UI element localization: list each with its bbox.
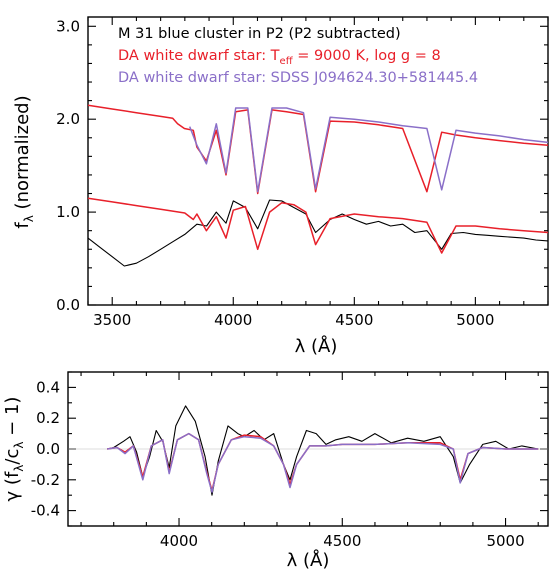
top-x-tick-label: 3500 (93, 311, 131, 329)
bottom-y-tick-label: -0.2 (31, 471, 60, 489)
bottom-x-tick-label: 4000 (160, 532, 198, 550)
top-plot-frame (87, 16, 549, 306)
bottom-y-tick-label: 0.4 (36, 378, 60, 396)
top-y-axis-label: fλ (normalized) (12, 95, 36, 228)
top-series-group (87, 104, 549, 267)
bottom-x-tick-label: 4500 (323, 532, 361, 550)
top-y-tick-label: 3.0 (56, 17, 80, 35)
legend-entry-cluster: M 31 blue cluster in P2 (P2 subtracted) (118, 26, 401, 42)
top-panel: 3500 4000 4500 5000 0.0 1.0 2.0 3.0 M 31 blue c… (12, 16, 549, 357)
top-x-tick-label: 5000 (456, 311, 494, 329)
legend-entry-sdss: DA white dwarf star: SDSS J094624.30+581… (118, 70, 478, 86)
legend-entry-model: DA white dwarf star: Teff = 9000 K, log … (118, 48, 441, 67)
top-y-tick-label: 2.0 (56, 110, 80, 128)
bottom-series-line-0 (107, 405, 539, 496)
top-series-line-0 (87, 199, 549, 267)
bottom-y-axis-label: γ (fλ/cλ − 1) (2, 397, 26, 502)
top-x-tick-label: 4500 (335, 311, 373, 329)
bottom-panel: 4000 4500 5000 0.4 0.2 0.0 -0.2 -0.4 λ (Å) γ (f… (2, 371, 549, 571)
top-series-line-3 (189, 107, 549, 193)
top-series-line-1 (87, 197, 549, 254)
top-legend: M 31 blue cluster in P2 (P2 subtracted) … (118, 26, 478, 86)
top-y-tick-label: 0.0 (56, 296, 80, 314)
bottom-x-tick-label: 5000 (486, 532, 524, 550)
bottom-x-axis-label: λ (Å) (287, 549, 330, 571)
bottom-axis-ticks: 4000 4500 5000 0.4 0.2 0.0 -0.2 -0.4 (31, 371, 548, 550)
bottom-series-line-2 (107, 432, 539, 493)
top-x-axis-label: λ (Å) (295, 335, 338, 357)
top-axis-ticks: 3500 4000 4500 5000 0.0 1.0 2.0 3.0 (56, 17, 549, 329)
bottom-y-tick-label: 0.0 (36, 440, 60, 458)
top-y-tick-label: 1.0 (56, 203, 80, 221)
bottom-y-tick-label: 0.2 (36, 409, 60, 427)
bottom-y-tick-label: -0.4 (31, 502, 60, 520)
top-x-tick-label: 4000 (214, 311, 252, 329)
bottom-series-group (107, 405, 539, 496)
